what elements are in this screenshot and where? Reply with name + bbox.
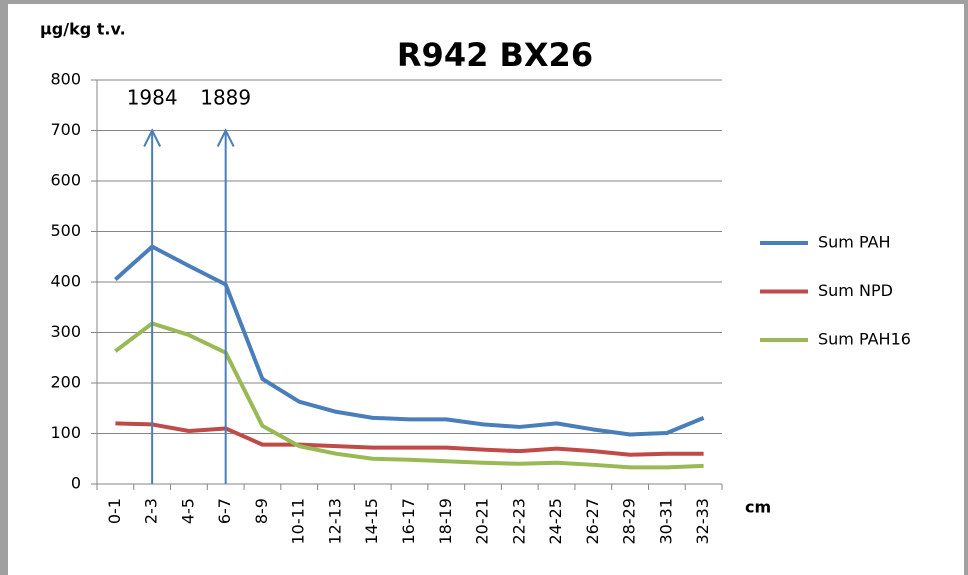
x-tick-label: 30-31 [656, 498, 675, 545]
series-line [115, 421, 704, 457]
y-tick-label: 0 [71, 474, 81, 493]
x-tick-label: 10-11 [289, 498, 308, 545]
x-tick-label: 22-23 [509, 498, 528, 545]
legend-label: Sum PAH16 [818, 330, 911, 349]
arrow-head [216, 128, 235, 147]
y-tick-label: 800 [50, 70, 81, 89]
x-tick-label: 8-9 [252, 498, 271, 524]
x-tick-label: 2-3 [142, 498, 161, 524]
series-line [114, 321, 704, 470]
x-tick-label: 32-33 [693, 498, 712, 545]
y-axis-label: µg/kg t.v. [40, 20, 126, 39]
annotation-label: 1984 [127, 86, 178, 110]
y-tick-label: 700 [50, 120, 81, 139]
x-tick-label: 6-7 [215, 498, 234, 524]
y-tick-label: 500 [50, 221, 81, 240]
x-tick-label: 12-13 [325, 498, 344, 545]
y-tick-label: 300 [50, 322, 81, 341]
y-tick-label: 200 [50, 373, 81, 392]
annotation-label: 1889 [200, 86, 251, 110]
x-axis-label: cm [745, 498, 771, 517]
arrow-head [143, 128, 162, 147]
y-tick-label: 600 [50, 171, 81, 190]
y-tick-label: 100 [50, 423, 81, 442]
series-line [114, 244, 705, 437]
y-tick-label: 400 [50, 272, 81, 291]
chart-title: R942 BX26 [397, 36, 593, 74]
x-tick-label: 26-27 [583, 498, 602, 545]
x-tick-label: 20-21 [473, 498, 492, 545]
legend-label: Sum PAH [818, 233, 891, 252]
x-tick-label: 14-15 [362, 498, 381, 545]
x-tick-label: 24-25 [546, 498, 565, 545]
x-tick-label: 0-1 [105, 498, 124, 524]
x-tick-label: 28-29 [620, 498, 639, 545]
legend-label: Sum NPD [818, 281, 893, 300]
x-tick-label: 4-5 [178, 498, 197, 524]
x-tick-label: 16-17 [399, 498, 418, 545]
x-tick-label: 18-19 [436, 498, 455, 545]
